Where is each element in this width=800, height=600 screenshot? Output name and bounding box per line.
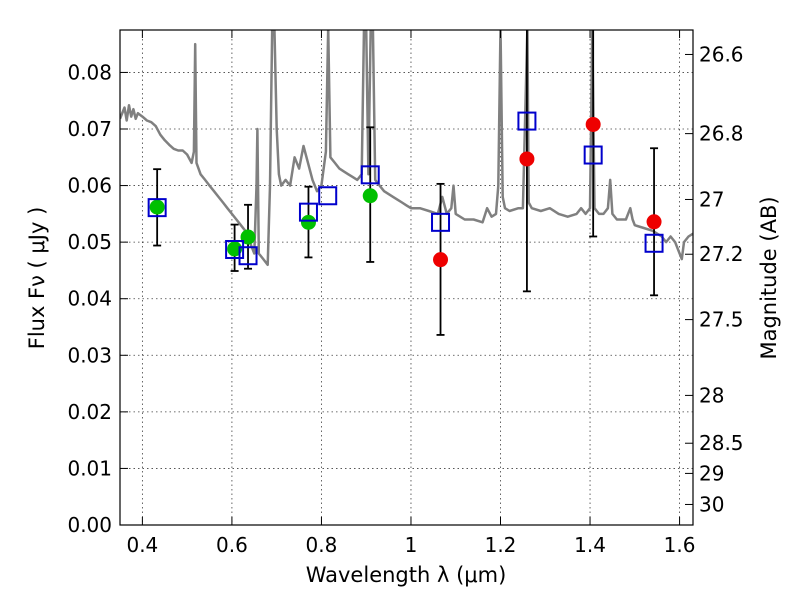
y-tick-label: 0.08 [67, 60, 112, 84]
model-photometry-point [360, 165, 380, 185]
y-tick-label: 0.03 [67, 343, 112, 367]
model-photometry-point [431, 212, 451, 232]
model-photometry-point [225, 239, 245, 259]
model-photometry-point [238, 246, 258, 266]
y-axis-label: Flux Fν ( μJy ) [25, 207, 49, 350]
photometry-point [646, 214, 662, 230]
y-tick-label: 0.05 [67, 230, 112, 254]
grid-lines [120, 30, 693, 526]
photometry-point [433, 252, 449, 268]
photometry-points [149, 116, 662, 268]
model-photometry-point [517, 111, 537, 131]
mag-tick-label: 26.6 [699, 42, 744, 66]
plot-frame [119, 29, 694, 526]
y-tick-label: 0.07 [67, 117, 112, 141]
model-photometry-points [147, 111, 664, 266]
mag-tick-label: 30 [699, 492, 724, 516]
mag-tick-label: 27.5 [699, 308, 744, 332]
y-tick-label: 0.01 [67, 456, 112, 480]
photometry-point [300, 214, 316, 230]
mag-tick-label: 28 [699, 383, 724, 407]
model-spectrum-line [120, 30, 693, 267]
model-spectrum [120, 30, 693, 267]
y-tick-label: 0.02 [67, 400, 112, 424]
x-tick-label: 0.4 [126, 533, 158, 557]
model-photometry-point [298, 202, 318, 222]
model-photometry-point [147, 198, 167, 218]
mag-tick-label: 26.8 [699, 122, 744, 146]
photometry-point [149, 199, 165, 215]
y-tick-label: 0.00 [67, 513, 112, 537]
x-tick-label: 1 [405, 533, 418, 557]
photometry-point [227, 241, 243, 257]
y-tick-label: 0.06 [67, 174, 112, 198]
mag-tick-label: 27.2 [699, 242, 744, 266]
photometry-point [362, 188, 378, 204]
error-bars [153, 30, 659, 336]
mag-tick-label: 28.5 [699, 431, 744, 455]
x-tick-label: 1.6 [664, 533, 696, 557]
model-photometry-point [318, 186, 338, 206]
photometry-point [519, 151, 535, 167]
photometry-point [240, 229, 256, 245]
axis-ticks: 0.4 0.6 0.8 1 1.2 1.4 1.6 0.00 0.01 0.02 0.03 0.04 0… [67, 30, 744, 557]
photometry-point [585, 116, 601, 132]
model-photometry-point [644, 233, 664, 253]
mag-tick-label: 27 [699, 187, 724, 211]
model-photometry-point [583, 145, 603, 165]
x-tick-label: 0.6 [216, 533, 248, 557]
x-tick-label: 1.4 [574, 533, 606, 557]
x-tick-label: 1.2 [485, 533, 517, 557]
mag-tick-label: 29 [699, 461, 724, 485]
x-tick-label: 0.8 [306, 533, 338, 557]
x-axis-label: Wavelength λ (μm) [306, 563, 507, 587]
y2-axis-label: Magnitude (AB) [757, 196, 781, 359]
y-tick-label: 0.04 [67, 287, 112, 311]
